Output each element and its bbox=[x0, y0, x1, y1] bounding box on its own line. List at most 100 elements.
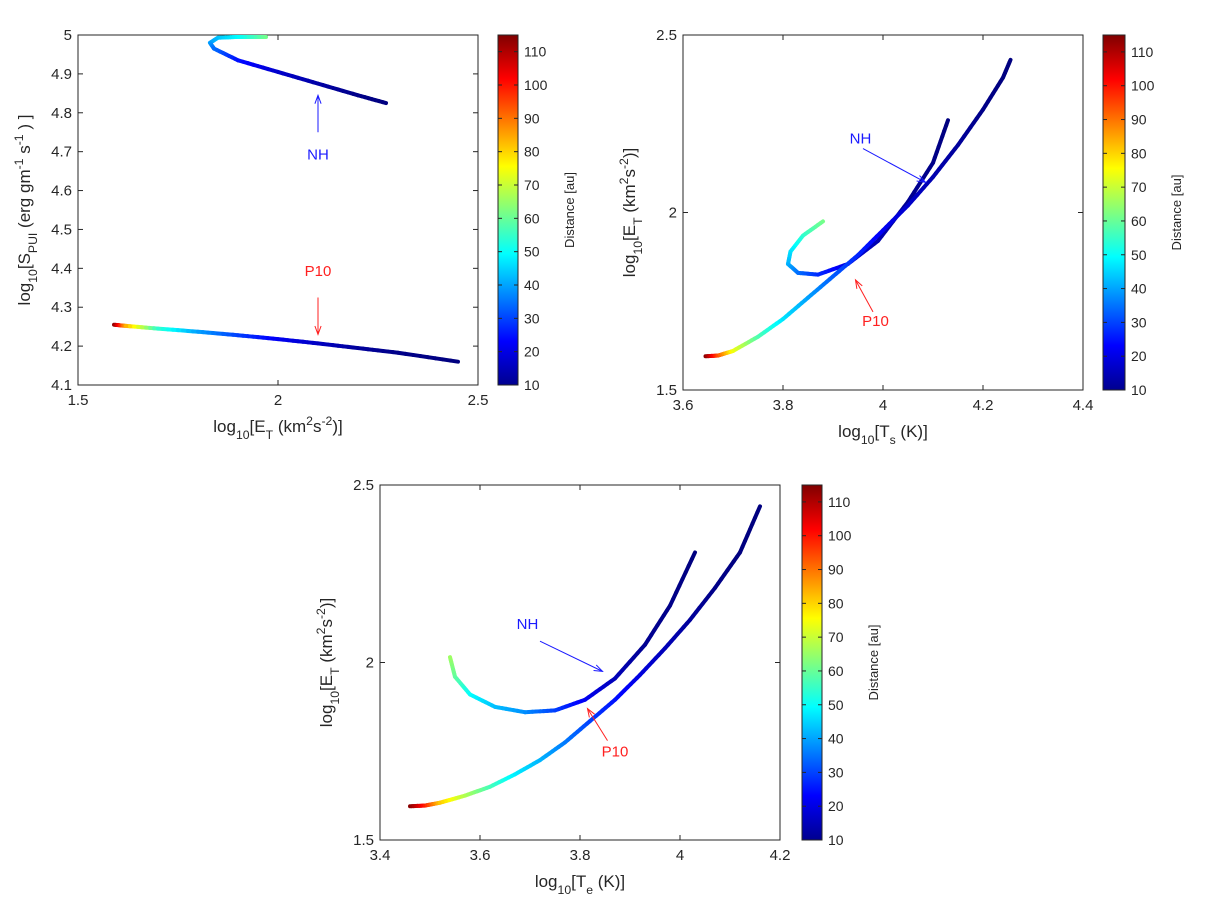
colorbar-tick-label: 10 bbox=[828, 832, 844, 848]
label-part: 10 bbox=[861, 433, 875, 447]
colorbar-tick-label: 80 bbox=[524, 144, 540, 160]
x-tick-label: 3.6 bbox=[470, 847, 491, 864]
colorbar-tick-label: 20 bbox=[524, 344, 540, 360]
annotation-label: P10 bbox=[305, 263, 332, 280]
data-point bbox=[451, 361, 459, 362]
y-tick-label: 4.1 bbox=[51, 377, 72, 394]
y-tick-label: 4.6 bbox=[51, 183, 72, 200]
x-tick-label: 4 bbox=[676, 847, 684, 864]
x-tick-label: 3.6 bbox=[673, 397, 694, 414]
plot-area bbox=[78, 35, 478, 385]
x-tick-label: 4 bbox=[879, 397, 887, 414]
y-tick-label: 2.5 bbox=[353, 477, 374, 494]
x-tick-label: 4.4 bbox=[1073, 397, 1094, 414]
label-part: 10 bbox=[631, 241, 645, 255]
label-part: [T bbox=[571, 872, 586, 891]
label-part: )] bbox=[332, 417, 342, 436]
label-part: log bbox=[15, 283, 34, 306]
label-part: [T bbox=[874, 422, 889, 441]
y-tick-label: 2 bbox=[366, 655, 374, 672]
label-part: log bbox=[213, 417, 236, 436]
colorbar-tick-label: 110 bbox=[1131, 44, 1154, 60]
label-part: s bbox=[313, 417, 322, 436]
colorbar bbox=[802, 485, 822, 840]
data-point bbox=[692, 552, 695, 559]
label-part: 10 bbox=[26, 269, 40, 283]
y-tick-label: 4.3 bbox=[51, 299, 72, 316]
colorbar-tick-label: 90 bbox=[524, 110, 540, 126]
x-tick-label: 2 bbox=[274, 392, 282, 409]
label-part: (km bbox=[317, 634, 336, 667]
x-tick-label: 3.4 bbox=[370, 847, 391, 864]
colorbar-tick-label: 20 bbox=[828, 798, 844, 814]
y-tick-label: 5 bbox=[64, 27, 72, 44]
colorbar-tick-label: 90 bbox=[828, 562, 844, 578]
colorbar-tick-label: 10 bbox=[524, 377, 540, 393]
label-part: log bbox=[317, 705, 336, 728]
annotation-label: P10 bbox=[862, 313, 889, 330]
x-axis-label: log10[ET (km2s-2)] bbox=[213, 414, 342, 442]
y-tick-label: 1.5 bbox=[353, 832, 374, 849]
colorbar-tick-label: 70 bbox=[828, 629, 844, 645]
label-part: -2 bbox=[314, 608, 328, 619]
y-axis-label: log10[ET (km2s-2)] bbox=[314, 598, 342, 727]
y-tick-label: 2.5 bbox=[656, 27, 677, 44]
colorbar-label: Distance [au] bbox=[866, 625, 881, 701]
x-tick-label: 4.2 bbox=[973, 397, 994, 414]
colorbar bbox=[498, 35, 518, 385]
y-axis-label: log10[SPUI (erg gm-1 s-1 ) ] bbox=[12, 115, 40, 306]
colorbar-tick-label: 50 bbox=[828, 697, 844, 713]
label-part: s bbox=[317, 619, 336, 628]
label-part: 10 bbox=[328, 691, 342, 705]
y-tick-label: 4.8 bbox=[51, 105, 72, 122]
y-tick-label: 2 bbox=[669, 205, 677, 222]
data-point bbox=[1010, 60, 1011, 62]
colorbar-tick-label: 60 bbox=[828, 663, 844, 679]
label-part: -2 bbox=[321, 414, 332, 428]
colorbar-tick-label: 30 bbox=[524, 310, 540, 326]
label-part: )] bbox=[317, 598, 336, 608]
label-part: [E bbox=[250, 417, 266, 436]
label-part: log bbox=[620, 255, 639, 278]
label-part: [E bbox=[620, 225, 639, 241]
x-tick-label: 4.2 bbox=[770, 847, 791, 864]
colorbar-tick-label: 10 bbox=[1131, 382, 1147, 398]
y-tick-label: 4.5 bbox=[51, 221, 72, 238]
label-part: (erg gm bbox=[15, 169, 34, 232]
x-axis-label: log10[Te (K)] bbox=[535, 872, 625, 897]
colorbar-tick-label: 30 bbox=[1131, 314, 1147, 330]
panel-3: 3.4 3.6 3.8 4 4.2 1.5 2 2.5 log10[Te (K)] log10[E… bbox=[314, 477, 881, 897]
label-part: (km bbox=[620, 184, 639, 217]
label-part: -1 bbox=[12, 158, 26, 169]
colorbar-tick-label: 90 bbox=[1131, 112, 1147, 128]
colorbar-tick-label: 60 bbox=[1131, 213, 1147, 229]
colorbar-tick-label: 70 bbox=[524, 177, 540, 193]
label-part: -2 bbox=[617, 158, 631, 169]
colorbar-tick-label: 60 bbox=[524, 210, 540, 226]
y-tick-label: 4.7 bbox=[51, 144, 72, 161]
colorbar-tick-label: 80 bbox=[828, 595, 844, 611]
colorbar-tick-label: 40 bbox=[828, 731, 844, 747]
colorbar-tick-label: 80 bbox=[1131, 145, 1147, 161]
colorbar-tick-label: 20 bbox=[1131, 348, 1147, 364]
y-tick-label: 4.2 bbox=[51, 338, 72, 355]
colorbar-label: Distance [au] bbox=[562, 172, 577, 248]
label-part: (K)] bbox=[593, 872, 625, 891]
x-tick-label: 3.8 bbox=[570, 847, 591, 864]
data-point bbox=[383, 102, 387, 103]
label-part: 10 bbox=[236, 428, 250, 442]
plot-area bbox=[380, 485, 780, 840]
colorbar-tick-label: 50 bbox=[1131, 247, 1147, 263]
annotation-label: NH bbox=[307, 146, 329, 163]
y-tick-label: 4.9 bbox=[51, 66, 72, 83]
y-tick-label: 4.4 bbox=[51, 260, 72, 277]
label-part: (K)] bbox=[896, 422, 928, 441]
colorbar bbox=[1103, 35, 1125, 390]
x-axis-label: log10[Ts (K)] bbox=[838, 422, 928, 447]
colorbar-tick-label: 40 bbox=[524, 277, 540, 293]
annotation-label: NH bbox=[850, 130, 872, 147]
colorbar-tick-label: 100 bbox=[524, 77, 548, 93]
annotation-label: P10 bbox=[602, 744, 629, 761]
